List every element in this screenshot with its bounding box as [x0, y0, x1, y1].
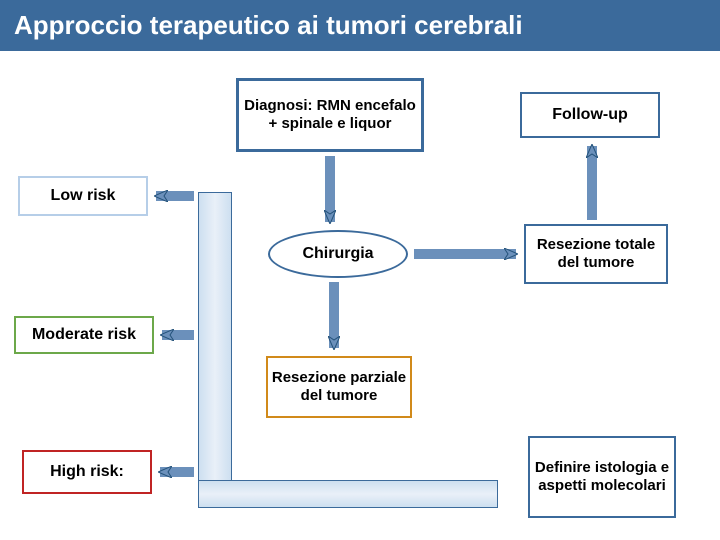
node-moderate-risk: Moderate risk	[14, 316, 154, 354]
node-high-risk: High risk:	[22, 450, 152, 494]
node-low-risk: Low risk	[18, 176, 148, 216]
node-definire: Definire istologia e aspetti molecolari	[528, 436, 676, 518]
node-resezione-totale: Resezione totale del tumore	[524, 224, 668, 284]
risk-axis-horizontal	[198, 480, 498, 508]
node-resezione-parziale: Resezione parziale del tumore	[266, 356, 412, 418]
node-diagnosi: Diagnosi: RMN encefalo + spinale e liquo…	[236, 78, 424, 152]
node-chirurgia: Chirurgia	[268, 230, 408, 278]
risk-axis-vertical	[198, 192, 232, 508]
page-title: Approccio terapeutico ai tumori cerebral…	[0, 0, 720, 51]
node-followup: Follow-up	[520, 92, 660, 138]
